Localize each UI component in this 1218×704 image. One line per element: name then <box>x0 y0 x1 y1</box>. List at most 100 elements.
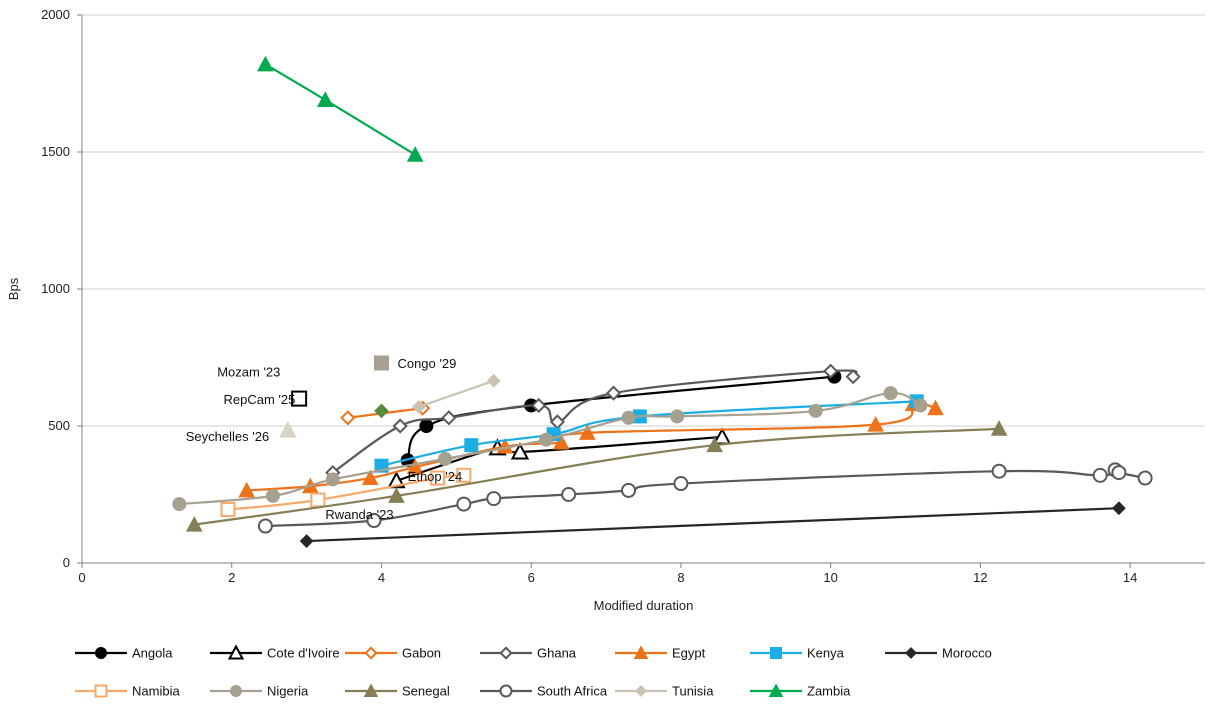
series-tunisia <box>412 373 501 414</box>
data-point <box>185 516 203 532</box>
data-point <box>265 488 280 503</box>
series-egypt <box>238 395 944 498</box>
annotation-label: Ethop '24 <box>408 469 463 484</box>
legend-label: Zambia <box>807 684 851 699</box>
data-point <box>673 476 689 492</box>
legend-swatch-marker <box>633 645 649 659</box>
legend-item-namibia: Namibia <box>75 684 180 699</box>
data-point <box>406 458 424 475</box>
legend-label: Kenya <box>807 646 845 661</box>
data-point <box>412 399 426 414</box>
data-point <box>257 518 273 534</box>
series-zambia <box>257 55 424 162</box>
legend-item-cote-d-ivoire: Cote d'Ivoire <box>210 644 340 661</box>
data-point <box>361 469 379 486</box>
y-tick-label: 500 <box>48 418 70 433</box>
legend-item-nigeria: Nigeria <box>210 684 309 699</box>
x-tick-label: 8 <box>677 570 684 585</box>
legend-label: South Africa <box>537 684 608 699</box>
data-point <box>621 482 637 498</box>
legend-swatch-marker <box>768 683 784 697</box>
legend-item-zambia: Zambia <box>750 683 851 699</box>
annotation-label: Rwanda '23 <box>325 507 393 522</box>
x-axis-title: Modified duration <box>594 598 694 613</box>
data-point <box>257 55 274 72</box>
annotation-label: RepCam '25 <box>224 392 296 407</box>
data-point <box>238 481 256 498</box>
series-line <box>264 63 416 156</box>
data-point <box>387 471 406 489</box>
x-tick-label: 6 <box>528 570 535 585</box>
legend-swatch-marker <box>905 647 917 659</box>
data-point <box>845 369 861 385</box>
legend-item-tunisia: Tunisia <box>615 684 714 699</box>
series-line <box>381 400 917 467</box>
data-point <box>441 410 457 426</box>
data-point <box>299 534 314 548</box>
data-point <box>406 146 424 162</box>
point-annotations: Congo '29 Mozam '23 RepCam '25 Seychelles '… <box>186 355 463 522</box>
legend-swatch-marker <box>499 684 513 698</box>
data-point <box>1092 467 1108 483</box>
data-point <box>1111 465 1127 481</box>
series-layer <box>172 55 1153 548</box>
data-point <box>552 433 570 450</box>
data-point <box>823 363 839 379</box>
series-line <box>227 474 464 511</box>
legend-item-kenya: Kenya <box>750 646 845 661</box>
data-point <box>531 397 547 414</box>
legend-swatch-marker <box>230 685 242 697</box>
y-tick-label: 2000 <box>41 7 70 22</box>
x-tick-label: 12 <box>973 570 987 585</box>
y-tick-label: 1000 <box>41 281 70 296</box>
data-point <box>419 419 434 433</box>
series-line <box>179 392 922 506</box>
data-point <box>990 420 1008 436</box>
grid-lines <box>82 14 1205 427</box>
legend-item-senegal: Senegal <box>345 683 450 699</box>
series-line <box>418 379 495 408</box>
legend-swatch-marker <box>227 644 245 660</box>
data-point <box>388 487 405 503</box>
legend: Angola Cote d'Ivoire Gabon Ghana Egypt Kenya M… <box>75 644 992 699</box>
legend-item-egypt: Egypt <box>615 645 706 661</box>
legend-swatch-marker <box>499 646 513 660</box>
series-south-africa <box>257 462 1153 534</box>
y-axis-title: Bps <box>6 277 21 300</box>
data-point <box>392 418 408 434</box>
axes <box>77 14 1205 568</box>
single-point-marker <box>291 390 308 407</box>
data-point <box>605 385 622 401</box>
legend-item-gabon: Gabon <box>345 646 441 661</box>
legend-item-ghana: Ghana <box>480 646 577 661</box>
data-point <box>670 409 685 424</box>
legend-label: Angola <box>132 646 173 661</box>
legend-label: Tunisia <box>672 684 714 699</box>
legend-label: Gabon <box>402 646 441 661</box>
data-point <box>927 399 944 416</box>
x-tick-label: 10 <box>823 570 837 585</box>
data-point <box>456 467 472 483</box>
series-nigeria <box>172 386 928 512</box>
data-point <box>366 513 382 529</box>
legend-swatch-marker <box>94 684 108 698</box>
series-line <box>306 507 1119 543</box>
annotation-label: Congo '29 <box>397 356 456 371</box>
legend-item-south-africa: South Africa <box>480 684 608 699</box>
legend-swatch-marker <box>364 646 378 660</box>
annotation-label: Seychelles '26 <box>186 429 269 444</box>
x-tick-label: 4 <box>378 570 385 585</box>
data-point <box>913 398 928 413</box>
data-point <box>310 492 326 508</box>
legend-label: Ghana <box>537 646 577 661</box>
series-line <box>194 427 1000 526</box>
legend-label: Morocco <box>942 646 992 661</box>
legend-swatch-marker <box>770 647 782 659</box>
data-point <box>579 424 596 440</box>
data-point <box>883 386 898 401</box>
data-point <box>316 91 334 107</box>
data-point <box>438 451 453 466</box>
legend-label: Namibia <box>132 684 180 699</box>
legend-label: Senegal <box>402 684 450 699</box>
